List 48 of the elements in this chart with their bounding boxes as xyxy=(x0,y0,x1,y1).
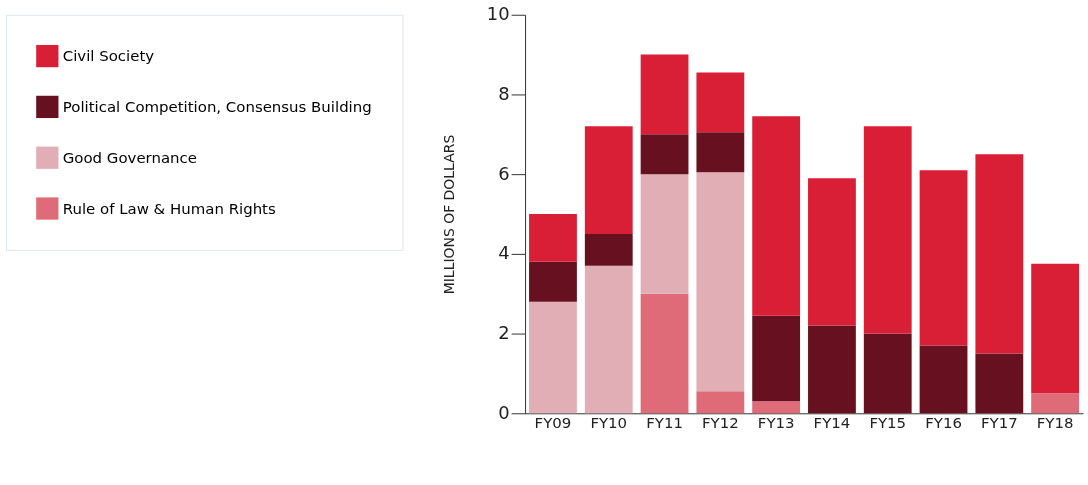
bar xyxy=(863,126,912,334)
legend-label: Political Competition, Consensus Building xyxy=(62,97,372,116)
bar xyxy=(975,154,1024,354)
bar xyxy=(808,178,856,326)
bar xyxy=(640,293,689,414)
x-tick-label: FY18 xyxy=(1036,413,1074,432)
x-tick-label: FY12 xyxy=(701,413,739,432)
y-tick-label: 8 xyxy=(498,82,510,104)
y-tick-label: 6 xyxy=(498,162,510,184)
y-tick-label: 2 xyxy=(498,322,510,344)
legend-label: Civil Society xyxy=(62,47,155,66)
x-tick-label: FY17 xyxy=(980,413,1018,432)
bar xyxy=(752,315,801,402)
bar xyxy=(1031,393,1080,414)
bar xyxy=(696,72,745,133)
x-tick-label: FY11 xyxy=(646,413,683,432)
legend-label: Rule of Law & Human Rights xyxy=(62,199,276,218)
bar xyxy=(752,116,801,316)
bar xyxy=(919,345,968,414)
bar xyxy=(584,233,633,266)
bar xyxy=(529,214,577,262)
y-tick-label: 0 xyxy=(498,401,510,423)
x-tick-label: FY16 xyxy=(925,413,962,432)
x-tick-label: FY09 xyxy=(534,413,572,432)
bar xyxy=(696,172,745,392)
bar xyxy=(975,353,1024,414)
bar xyxy=(752,401,801,414)
bar xyxy=(919,170,968,346)
bar xyxy=(696,391,745,414)
bar xyxy=(529,261,577,302)
x-tick-label: FY10 xyxy=(590,413,628,432)
y-tick-label: 4 xyxy=(498,242,510,264)
x-tick-label: FY14 xyxy=(813,413,851,432)
y-axis-title: MILLIONS OF DOLLARS xyxy=(440,134,457,295)
bar xyxy=(863,333,912,414)
bar xyxy=(640,134,689,175)
y-tick-label: 10 xyxy=(486,3,510,25)
x-tick-label: FY15 xyxy=(869,413,907,432)
legend-label: Good Governance xyxy=(62,148,197,167)
bar xyxy=(640,174,689,294)
bar xyxy=(584,265,633,414)
bar xyxy=(640,54,689,135)
bar xyxy=(696,132,745,173)
bar xyxy=(808,325,856,414)
bar xyxy=(584,126,633,234)
bar xyxy=(529,301,577,414)
x-tick-label: FY13 xyxy=(757,413,795,432)
bar xyxy=(1031,263,1080,394)
